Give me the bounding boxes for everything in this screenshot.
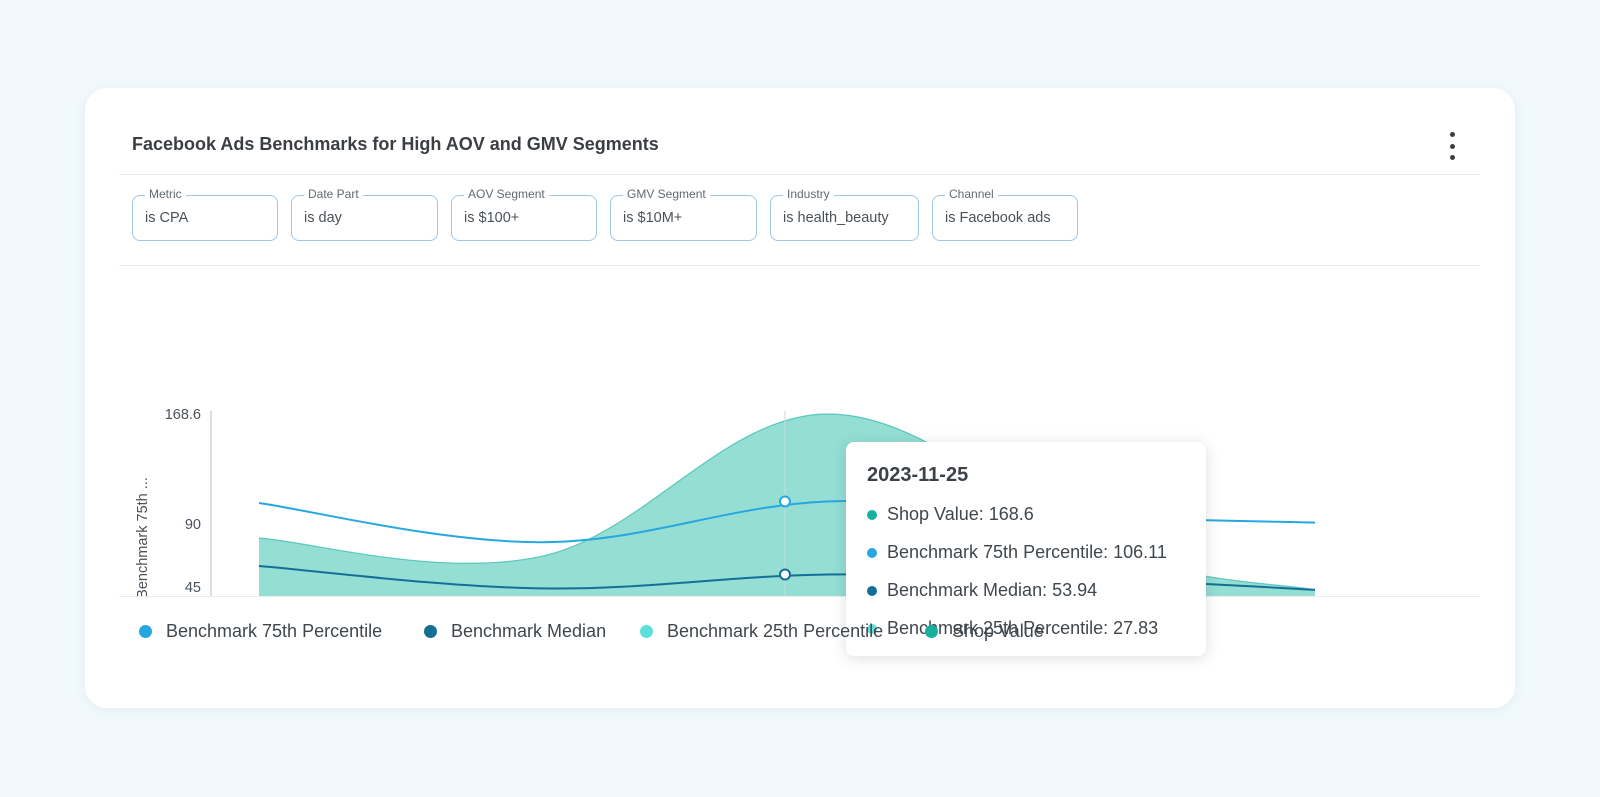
filter-metric[interactable]: Metric is CPA [132, 187, 278, 241]
filter-label: Channel [945, 187, 998, 201]
filter-gmv-segment[interactable]: GMV Segment is $10M+ [610, 187, 757, 241]
filter-industry[interactable]: Industry is health_beauty [770, 187, 919, 241]
hover-marker-benchmark-75th-percentile [779, 495, 791, 508]
filter-value: is day [304, 210, 342, 226]
dashboard-card: Facebook Ads Benchmarks for High AOV and… [85, 88, 1515, 708]
y-tick-label: 90 [185, 517, 201, 533]
tooltip-dot-shop [867, 509, 877, 520]
legend-item-p75[interactable]: Benchmark 75th Percentile [139, 621, 382, 642]
chart-legend: Benchmark 75th Percentile Benchmark Medi… [119, 597, 1480, 668]
filter-label: GMV Segment [623, 187, 710, 201]
tooltip-date: 2023-11-25 [867, 464, 969, 486]
tooltip-label: Benchmark Median: 53.94 [887, 580, 1098, 600]
legend-label: Benchmark 75th Percentile [166, 621, 383, 641]
tooltip-dot-median [867, 585, 877, 596]
tooltip-label: Benchmark 75th Percentile: 106.11 [887, 542, 1167, 562]
filter-channel[interactable]: Channel is Facebook ads [932, 187, 1078, 241]
tooltip-label: Shop Value: 168.6 [887, 504, 1034, 524]
tooltip-row-shop: Shop Value: 168.6 [867, 504, 1034, 525]
chart-tooltip: 2023-11-25 Shop Value: 168.6 Benchmark 7… [846, 442, 1206, 656]
y-tick-label: 45 [185, 580, 201, 596]
tooltip-row-p75: Benchmark 75th Percentile: 106.11 [867, 542, 1167, 563]
legend-label: Benchmark 25th Percentile [667, 621, 884, 641]
hover-marker-benchmark-median [779, 568, 791, 581]
more-vertical-icon[interactable] [1446, 132, 1458, 160]
panel-header: Facebook Ads Benchmarks for High AOV and… [119, 118, 1480, 175]
filter-value: is $10M+ [623, 210, 683, 226]
chart-area: 168.690450Benchmark 75th ...2023-11-2320… [119, 266, 1480, 656]
kebab-dot [1449, 155, 1455, 160]
filter-label: Metric [145, 187, 186, 201]
kebab-dot [1449, 132, 1455, 137]
filter-value: is health_beauty [783, 210, 889, 226]
legend-dot [424, 625, 437, 638]
chart-svg[interactable]: 168.690450Benchmark 75th ...2023-11-2320… [119, 266, 1480, 596]
kebab-dot [1449, 143, 1455, 149]
tooltip-row-p25: Benchmark 25th Percentile: 27.83 [867, 618, 1158, 639]
legend-dot [139, 625, 152, 638]
legend-item-p25[interactable]: Benchmark 25th Percentile [640, 621, 883, 642]
chart-panel: Facebook Ads Benchmarks for High AOV and… [119, 118, 1480, 668]
legend-label: Shop Value [952, 621, 1044, 641]
legend-item-median[interactable]: Benchmark Median [424, 621, 606, 642]
filter-aov-segment[interactable]: AOV Segment is $100+ [451, 187, 597, 241]
tooltip-label: Benchmark 25th Percentile: 27.83 [887, 618, 1159, 638]
filter-value: is $100+ [464, 210, 520, 226]
legend-item-shop[interactable]: Shop Value [925, 621, 1044, 642]
tooltip-row-median: Benchmark Median: 53.94 [867, 580, 1097, 601]
filter-date-part[interactable]: Date Part is day [291, 187, 438, 241]
filter-value: is CPA [145, 210, 189, 226]
y-axis-title: Benchmark 75th ... [135, 477, 151, 596]
filter-label: AOV Segment [464, 187, 549, 201]
filter-value: is Facebook ads [945, 210, 1051, 226]
panel-title: Facebook Ads Benchmarks for High AOV and… [132, 134, 659, 154]
filters-row: Metric is CPA Date Part is day AOV Segme… [119, 175, 1480, 266]
legend-dot [925, 625, 938, 638]
tooltip-dot-p75 [867, 547, 877, 558]
tooltip-dot-p25 [867, 623, 877, 634]
legend-label: Benchmark Median [451, 621, 607, 641]
legend-dot [640, 625, 653, 638]
filter-label: Date Part [304, 187, 363, 201]
y-tick-label: 168.6 [165, 407, 201, 423]
filter-label: Industry [783, 187, 834, 201]
